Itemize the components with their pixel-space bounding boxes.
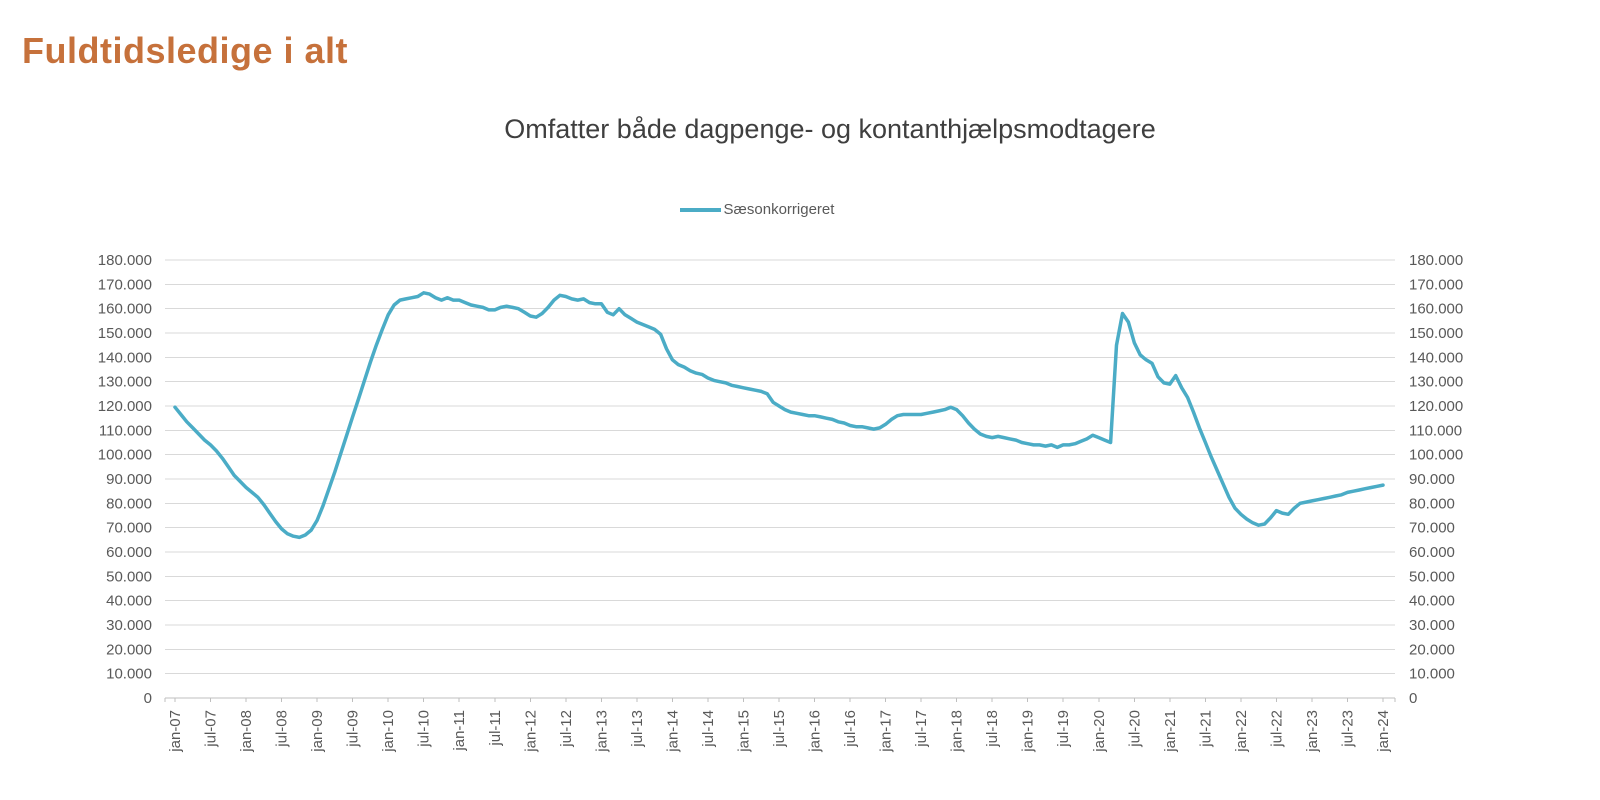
y-axis-tick-label-left: 60.000 [106,544,152,561]
y-axis-tick-label-left: 160.000 [98,301,152,318]
x-axis-tick-label: jul-09 [345,710,362,748]
x-axis-tick-label: jul-19 [1055,710,1072,748]
x-axis-tick-label: jul-11 [487,710,504,747]
y-axis-tick-label-left: 10.000 [106,666,152,683]
chart-title: Omfatter både dagpenge- og kontanthjælps… [504,114,1156,144]
legend-line-swatch [679,208,721,212]
y-axis-tick-label-left: 90.000 [106,471,152,488]
y-axis-tick-label-left: 140.000 [98,349,152,366]
y-axis-tick-label-right: 10.000 [1409,666,1455,683]
x-axis-tick-label: jan-14 [664,710,681,753]
x-axis-tick-label: jul-17 [913,710,930,748]
y-axis-tick-label-right: 160.000 [1409,301,1463,318]
x-axis-tick-label: jan-23 [1304,710,1321,753]
y-axis-tick-label-right: 110.000 [1409,422,1462,439]
x-axis-tick-label: jul-08 [274,710,291,748]
x-axis-tick-label: jul-12 [558,710,575,748]
x-axis-tick-label: jan-22 [1233,710,1250,753]
x-axis-tick-label: jan-09 [309,710,326,753]
x-axis-tick-label: jan-17 [878,710,895,753]
y-axis-tick-label-right: 130.000 [1409,374,1463,391]
y-axis-tick-label-left: 70.000 [106,520,152,537]
x-axis-tick-label: jan-21 [1162,710,1179,753]
x-axis-tick-label: jan-07 [167,710,184,753]
x-axis-tick-label: jan-20 [1091,710,1108,753]
y-axis-tick-label-right: 90.000 [1409,471,1455,488]
y-axis-tick-label-right: 70.000 [1409,520,1455,537]
x-axis-tick-label: jan-10 [380,710,397,753]
y-axis-tick-label-left: 130.000 [98,374,152,391]
y-axis-tick-label-right: 100.000 [1409,447,1463,464]
y-axis-tick-label-left: 30.000 [106,617,152,634]
x-axis-tick-label: jan-18 [949,710,966,753]
y-axis-tick-label-left: 150.000 [98,325,152,342]
x-axis-tick-label: jul-07 [203,710,220,748]
legend-label: Sæsonkorrigeret [723,201,835,218]
page-title: Fuldtidsledige i alt [22,30,349,71]
y-axis-tick-label-right: 120.000 [1409,398,1463,415]
y-axis-tick-label-left: 120.000 [98,398,152,415]
x-axis-tick-label: jul-20 [1126,710,1143,748]
y-axis-tick-label-left: 110.000 [99,422,152,439]
y-axis-tick-label-left: 100.000 [98,447,152,464]
x-axis-tick-label: jan-16 [807,710,824,753]
x-axis-tick-label: jan-08 [238,710,255,753]
y-axis-tick-label-right: 170.000 [1409,276,1463,293]
x-axis-tick-label: jul-23 [1339,710,1356,748]
x-axis-tick-label: jan-19 [1020,710,1037,753]
y-axis-tick-label-right: 150.000 [1409,325,1463,342]
y-axis-tick-label-right: 180.000 [1409,252,1463,269]
y-axis-tick-label-left: 40.000 [106,593,152,610]
y-axis-tick-label-right: 60.000 [1409,544,1455,561]
x-axis-tick-label: jul-22 [1268,710,1285,748]
y-axis-tick-label-right: 140.000 [1409,349,1463,366]
x-axis-tick-label: jan-15 [735,710,752,753]
y-axis-tick-label-left: 0 [144,690,152,707]
y-axis-tick-label-left: 170.000 [98,276,152,293]
y-axis-tick-label-right: 50.000 [1409,568,1455,585]
x-axis-tick-label: jul-21 [1197,710,1214,748]
x-axis-tick-label: jan-24 [1375,710,1392,753]
x-axis-tick-label: jul-16 [842,710,859,748]
y-axis-tick-label-right: 0 [1409,690,1417,707]
y-axis-tick-label-left: 50.000 [106,568,152,585]
y-axis-tick-label-left: 180.000 [98,252,152,269]
y-axis-tick-label-right: 80.000 [1409,495,1455,512]
y-axis-tick-label-left: 80.000 [106,495,152,512]
series-line-saesonkorrigeret [173,291,1385,540]
x-axis-tick-label: jan-13 [593,710,610,753]
x-axis-tick-label: jul-10 [416,710,433,748]
x-axis-tick-label: jul-14 [700,710,717,748]
x-axis-tick-label: jul-18 [984,710,1001,748]
x-axis-tick-label: jan-12 [522,710,539,753]
y-axis-tick-label-right: 20.000 [1409,641,1455,658]
y-axis-tick-label-right: 40.000 [1409,593,1455,610]
y-axis-tick-label-right: 30.000 [1409,617,1455,634]
y-axis-tick-label-left: 20.000 [106,641,152,658]
chart-legend: Sæsonkorrigeret [0,200,1514,220]
x-axis-tick-label: jul-15 [771,710,788,748]
x-axis-tick-label: jul-13 [629,710,646,748]
x-axis-tick-label: jan-11 [451,710,468,752]
